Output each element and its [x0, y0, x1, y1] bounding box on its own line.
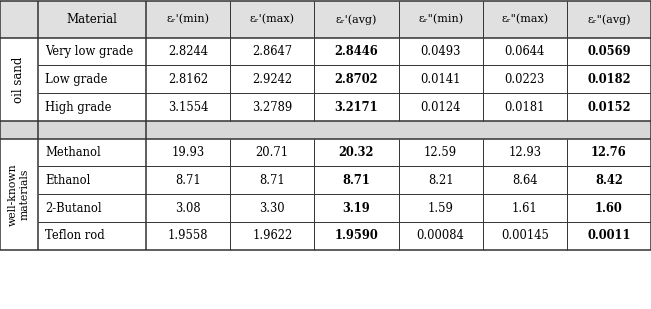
- Text: 1.60: 1.60: [595, 201, 623, 214]
- Text: 0.0011: 0.0011: [587, 229, 631, 242]
- Text: 2-Butanol: 2-Butanol: [45, 201, 102, 214]
- Text: 8.64: 8.64: [512, 174, 538, 187]
- Text: 20.32: 20.32: [339, 146, 374, 159]
- Bar: [0, 1, 651, 38]
- Text: 3.1554: 3.1554: [168, 101, 208, 114]
- Text: 8.71: 8.71: [342, 174, 370, 187]
- Text: 3.30: 3.30: [260, 201, 285, 214]
- Bar: [0, 93, 651, 121]
- Text: well-known
materials: well-known materials: [8, 163, 30, 226]
- Text: Low grade: Low grade: [45, 73, 107, 86]
- Text: Ethanol: Ethanol: [45, 174, 90, 187]
- Bar: [0, 121, 651, 139]
- Text: 0.0182: 0.0182: [587, 73, 631, 86]
- Text: εᵣ'(avg): εᵣ'(avg): [336, 14, 377, 25]
- Text: 2.8244: 2.8244: [168, 45, 208, 58]
- Text: εᵣ"(min): εᵣ"(min): [418, 14, 463, 25]
- Text: 0.0181: 0.0181: [505, 101, 545, 114]
- Text: 1.59: 1.59: [428, 201, 454, 214]
- Bar: [0, 139, 651, 167]
- Text: 20.71: 20.71: [256, 146, 289, 159]
- Bar: [0, 167, 651, 194]
- Text: 8.71: 8.71: [259, 174, 285, 187]
- Text: εᵣ'(min): εᵣ'(min): [167, 14, 210, 25]
- Text: 1.9590: 1.9590: [335, 229, 378, 242]
- Text: εᵣ"(avg): εᵣ"(avg): [587, 14, 631, 25]
- Text: 2.8446: 2.8446: [335, 45, 378, 58]
- Text: 3.08: 3.08: [175, 201, 201, 214]
- Text: 3.2789: 3.2789: [252, 101, 292, 114]
- Text: 0.0569: 0.0569: [587, 45, 631, 58]
- Text: 1.9558: 1.9558: [168, 229, 208, 242]
- Text: εᵣ"(max): εᵣ"(max): [501, 14, 548, 25]
- Text: 2.8162: 2.8162: [168, 73, 208, 86]
- Text: Very low grade: Very low grade: [45, 45, 133, 58]
- Text: oil sand: oil sand: [12, 56, 25, 103]
- Text: 1.9622: 1.9622: [252, 229, 292, 242]
- Text: εᵣ'(max): εᵣ'(max): [250, 14, 295, 25]
- Text: 3.19: 3.19: [342, 201, 370, 214]
- Text: 0.0141: 0.0141: [421, 73, 461, 86]
- Text: Teflon rod: Teflon rod: [45, 229, 105, 242]
- Text: 0.0124: 0.0124: [421, 101, 461, 114]
- Bar: [0, 66, 651, 93]
- Text: 0.0223: 0.0223: [505, 73, 545, 86]
- Text: 19.93: 19.93: [171, 146, 204, 159]
- Text: 0.0493: 0.0493: [421, 45, 461, 58]
- Text: 0.00145: 0.00145: [501, 229, 549, 242]
- Text: 8.42: 8.42: [595, 174, 623, 187]
- Text: High grade: High grade: [45, 101, 111, 114]
- Text: 2.8647: 2.8647: [252, 45, 292, 58]
- Bar: [0, 194, 651, 222]
- Text: Methanol: Methanol: [45, 146, 101, 159]
- Text: 2.8702: 2.8702: [335, 73, 378, 86]
- Text: 0.00084: 0.00084: [417, 229, 464, 242]
- Bar: [0, 222, 651, 250]
- Text: 12.93: 12.93: [508, 146, 541, 159]
- Text: 8.71: 8.71: [175, 174, 201, 187]
- Text: Material: Material: [66, 13, 117, 26]
- Text: 1.61: 1.61: [512, 201, 538, 214]
- Text: 3.2171: 3.2171: [335, 101, 378, 114]
- Text: 12.76: 12.76: [591, 146, 627, 159]
- Text: 0.0644: 0.0644: [505, 45, 545, 58]
- Text: 8.21: 8.21: [428, 174, 453, 187]
- Text: 12.59: 12.59: [424, 146, 457, 159]
- Bar: [0, 38, 651, 66]
- Text: 2.9242: 2.9242: [252, 73, 292, 86]
- Text: 0.0152: 0.0152: [587, 101, 631, 114]
